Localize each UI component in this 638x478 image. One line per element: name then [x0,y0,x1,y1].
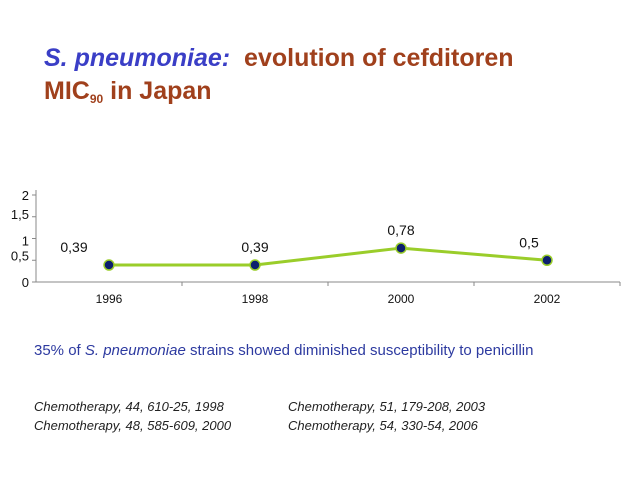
data-point [249,259,261,271]
data-label: 0,5 [519,234,539,250]
y-tick-label: 1 [22,234,29,249]
y-tick-label: 0,5 [11,248,29,263]
title-mic-subscript: 90 [89,92,104,106]
title-line2: in Japan [110,77,212,105]
y-tick-label: 2 [22,188,29,203]
penicillin-note: 35% of S. pneumoniae strains showed dimi… [34,342,533,359]
references-left: Chemotherapy, 44, 610-25, 1998 Chemother… [34,397,231,435]
data-label: 0,39 [241,239,268,255]
title-line1: evolution of cefditoren [244,44,514,72]
series-line [109,246,548,267]
data-point [541,254,553,266]
x-tick-label: 1996 [96,292,123,306]
note-organism: S. pneumoniae [84,342,186,359]
x-tick-label: 1998 [242,292,269,306]
data-point [395,242,407,254]
y-tick-label: 1,5 [11,207,29,222]
slide-title: S. pneumoniae: evolution of cefditoren M… [44,42,514,116]
x-tick-label: 2002 [534,292,561,306]
reference-item: Chemotherapy, 51, 179-208, 2003 [288,399,486,414]
reference-item: Chemotherapy, 44, 610-25, 1998 [34,399,224,414]
reference-item: Chemotherapy, 48, 585-609, 2000 [34,418,232,433]
x-tick-label: 2000 [388,292,415,306]
y-tick-label: 0 [22,275,29,290]
title-organism: S. pneumoniae: [44,44,231,72]
note-part2: strains showed diminished susceptibility… [189,342,534,359]
data-label: 0,78 [387,222,414,238]
note-part1: 35% of [34,342,81,359]
references-right: Chemotherapy, 51, 179-208, 2003 Chemothe… [288,397,485,435]
reference-item: Chemotherapy, 54, 330-54, 2006 [288,418,478,433]
data-label: 0,39 [60,239,87,255]
title-mic: MIC [44,77,90,105]
data-point [103,259,115,271]
